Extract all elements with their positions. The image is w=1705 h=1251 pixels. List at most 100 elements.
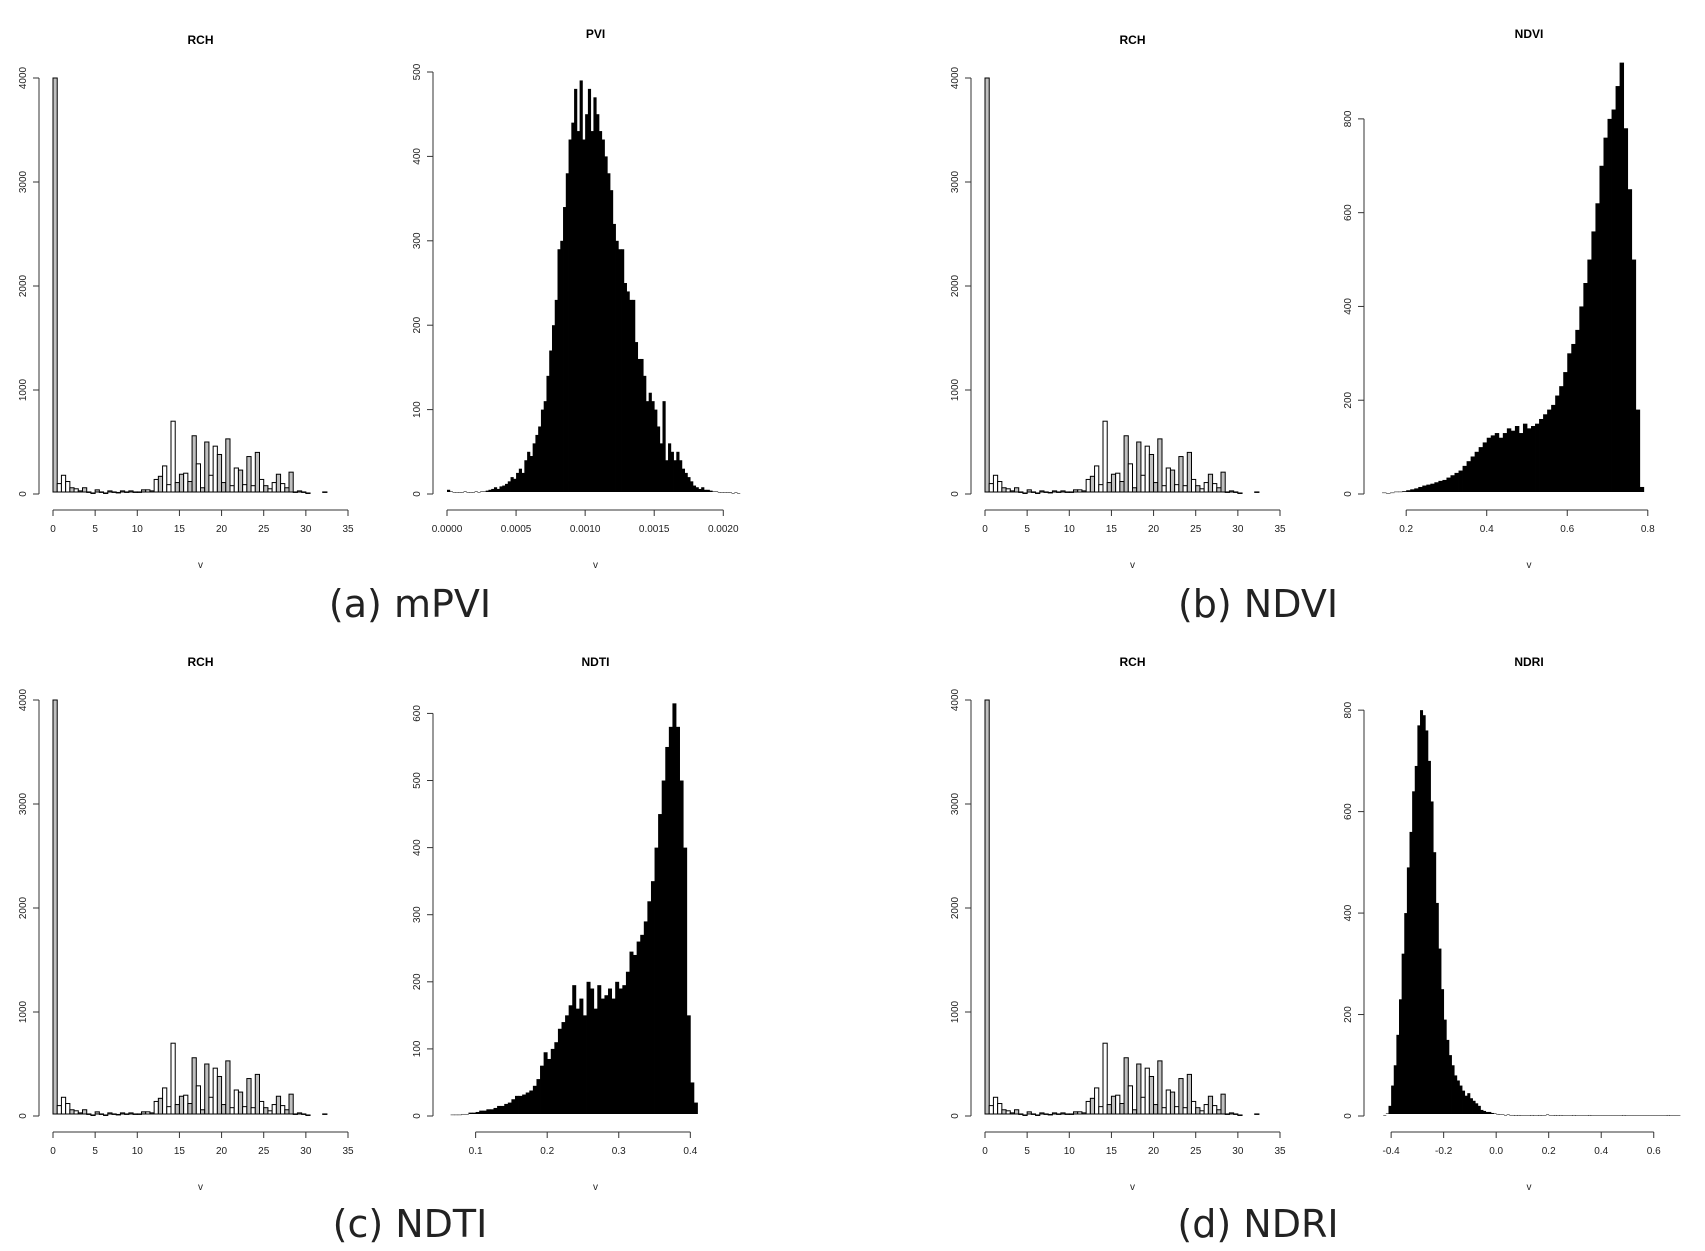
histogram-bar — [597, 985, 602, 1114]
histogram-bar — [1073, 489, 1079, 493]
histogram-bar — [1561, 1115, 1565, 1116]
x-tick-label: 0.8 — [1641, 524, 1655, 535]
plot-title: RCH — [188, 655, 214, 669]
histogram-bar — [254, 451, 261, 493]
histogram-bar — [77, 490, 83, 493]
histogram-bar — [1467, 1093, 1471, 1114]
histogram-bar — [1203, 1104, 1209, 1115]
histogram-bar — [1616, 1115, 1620, 1116]
histogram-bar — [651, 401, 655, 492]
histogram-bar — [488, 489, 492, 492]
histogram-bar — [1216, 1109, 1222, 1115]
x-axis-label: v — [1527, 560, 1532, 571]
histogram-bar — [1551, 1115, 1555, 1116]
histogram-bar — [1639, 486, 1645, 492]
histogram-bar — [1174, 1106, 1180, 1115]
histogram-bar — [1106, 482, 1112, 493]
histogram-bar — [229, 485, 235, 493]
histogram-bar — [1207, 473, 1214, 493]
y-tick-label: 0 — [1343, 1113, 1354, 1119]
histogram-bar — [132, 1113, 138, 1115]
histogram-bar — [221, 482, 227, 493]
histogram-bar — [136, 491, 143, 493]
caption-a: (a) mPVI — [328, 582, 492, 626]
histogram-bar — [668, 443, 672, 492]
histogram-bar — [565, 173, 569, 492]
histogram-bar — [489, 1109, 494, 1114]
histogram-bar — [128, 490, 134, 493]
histogram-bar — [600, 998, 605, 1114]
histogram-bar — [480, 491, 484, 492]
histogram-bar — [1470, 456, 1476, 492]
histogram-bar — [676, 451, 680, 492]
x-tick-label: 25 — [1190, 524, 1202, 535]
histogram-bar — [997, 481, 1003, 493]
histogram-bar — [263, 1107, 269, 1115]
histogram-bar — [237, 1091, 244, 1115]
histogram-bar — [1475, 1103, 1479, 1114]
histogram-bar — [1478, 447, 1484, 492]
histogram-bar — [111, 1113, 117, 1115]
histogram-bar — [1123, 1057, 1129, 1115]
histogram-bar — [1539, 418, 1544, 492]
histogram-bar — [1039, 490, 1045, 493]
x-tick-label: 0.4 — [1480, 524, 1494, 535]
histogram-bar — [216, 453, 223, 493]
histogram-bar — [98, 491, 105, 493]
plot-c-rch: RCH 0 5 10 15 20 25 30 35 v 0 1000 2000 3000 4000 — [18, 655, 354, 1193]
y-tick-label: 2000 — [18, 896, 29, 919]
histogram-bar — [629, 951, 634, 1114]
histogram-bar — [661, 780, 666, 1114]
x-tick-label: 15 — [174, 1146, 186, 1157]
plot-b-rch: RCH 0 5 10 15 20 25 30 35 v 0 1000 2000 3000 4000 — [950, 33, 1286, 571]
x-tick-label: 25 — [258, 1146, 270, 1157]
histogram-bar — [1153, 482, 1159, 493]
histogram-bar — [1132, 487, 1138, 493]
histogram-bar — [233, 1089, 239, 1115]
histogram-bar — [1030, 1113, 1037, 1115]
histogram-bar — [690, 1082, 695, 1114]
histogram-bar — [1081, 490, 1087, 493]
histogram-bar — [1051, 490, 1058, 493]
histogram-bar — [457, 1114, 462, 1116]
plot-title: NDTI — [582, 655, 610, 669]
x-tick-label: 25 — [258, 524, 270, 535]
histogram-bar — [1438, 948, 1442, 1114]
y-tick-label: 300 — [412, 232, 423, 249]
histogram-bar — [157, 475, 164, 493]
histogram-bar — [706, 489, 710, 492]
x-tick-label: 5 — [92, 524, 98, 535]
x-tick-label: 0.2 — [1399, 524, 1413, 535]
x-tick-label: 0.4 — [683, 1146, 697, 1157]
histogram-bar — [1538, 1114, 1542, 1116]
histogram-bar — [447, 489, 451, 492]
histogram-bar — [543, 1052, 548, 1114]
histogram-bar — [1631, 259, 1637, 492]
y-tick-label: 200 — [412, 316, 423, 333]
histogram-bar — [1382, 492, 1387, 494]
x-tick-label: 0 — [982, 1146, 988, 1157]
histogram-bar — [166, 1106, 172, 1115]
histogram-bar — [1047, 491, 1053, 494]
caption-d: (d) NDRI — [1177, 1202, 1339, 1246]
histogram-bar — [491, 488, 495, 492]
histogram-bar — [1157, 438, 1163, 493]
x-axis-label: v — [593, 1182, 598, 1193]
histogram-bar — [1486, 437, 1492, 492]
histogram-bar — [1498, 1114, 1502, 1115]
histogram-bar — [1153, 1104, 1159, 1115]
x-axis-label: v — [593, 560, 598, 571]
histogram-bar — [1580, 1115, 1584, 1116]
y-tick-label: 0 — [950, 1113, 961, 1119]
histogram-bar — [683, 847, 688, 1114]
histogram-bar — [1404, 913, 1408, 1114]
histogram-bar — [1509, 1114, 1513, 1116]
y-tick-label: 3000 — [18, 170, 29, 193]
histogram-bar — [679, 780, 684, 1114]
y-tick-label: 3000 — [950, 792, 961, 815]
histogram-bar — [90, 1114, 96, 1116]
histogram-bar — [263, 485, 269, 493]
plot-title: NDVI — [1515, 27, 1544, 41]
histogram-bar — [1022, 1114, 1028, 1116]
